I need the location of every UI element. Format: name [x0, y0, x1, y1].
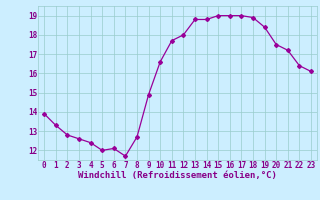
X-axis label: Windchill (Refroidissement éolien,°C): Windchill (Refroidissement éolien,°C): [78, 171, 277, 180]
